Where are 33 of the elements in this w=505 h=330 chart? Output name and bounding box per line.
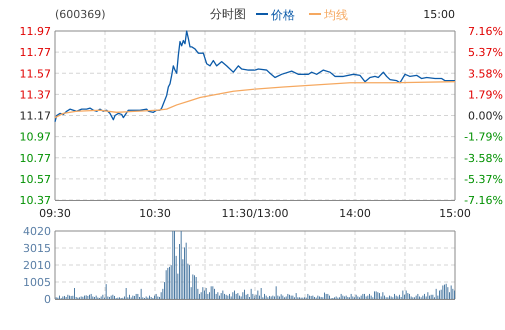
y2-tick-label: 7.16% xyxy=(468,25,503,38)
y2-tick-label: -3.58% xyxy=(464,152,503,165)
y-tick-label: 3015 xyxy=(23,242,51,255)
legend-label: 均线 xyxy=(323,8,348,22)
y-tick-label: 11.97 xyxy=(20,25,51,38)
legend-label: 价格 xyxy=(270,8,295,22)
y2-tick-label: -7.16% xyxy=(464,194,503,207)
y-tick-label: 10.57 xyxy=(20,172,51,186)
y2-tick-label: 1.79% xyxy=(468,88,503,102)
text: 15:00 xyxy=(423,8,455,21)
x-tick-label: 15:00 xyxy=(439,207,471,220)
chart-subtitle: 分时图 xyxy=(210,7,246,21)
y2-tick-label: 5.37% xyxy=(468,46,503,60)
y-tick-label: 2010 xyxy=(23,259,51,272)
y-tick-label: 11.17 xyxy=(20,110,51,122)
y-tick-label: 4020 xyxy=(23,225,51,238)
y-tick-label: 11.77 xyxy=(20,46,51,60)
y-tick-label: 10.37 xyxy=(20,194,51,207)
y-tick-label: 11.57 xyxy=(20,67,51,80)
chart-title: (600369) xyxy=(55,8,106,21)
y2-tick-label: -5.37% xyxy=(464,172,503,186)
y2-tick-label: -1.79% xyxy=(464,130,503,144)
y2-tick-label: 3.58% xyxy=(468,67,503,80)
x-tick-label: 09:30 xyxy=(39,207,71,220)
y2-tick-label: 0.00% xyxy=(468,110,503,122)
y-tick-label: 0 xyxy=(44,293,51,306)
y-tick-label: 11.37 xyxy=(20,88,51,102)
x-tick-label: 11:30/13:00 xyxy=(221,207,289,220)
y-tick-label: 10.77 xyxy=(20,152,51,165)
y-tick-label: 1005 xyxy=(23,276,51,289)
x-tick-label: 14:00 xyxy=(339,207,371,220)
y-tick-label: 10.97 xyxy=(20,130,51,144)
x-tick-label: 10:30 xyxy=(139,207,171,220)
